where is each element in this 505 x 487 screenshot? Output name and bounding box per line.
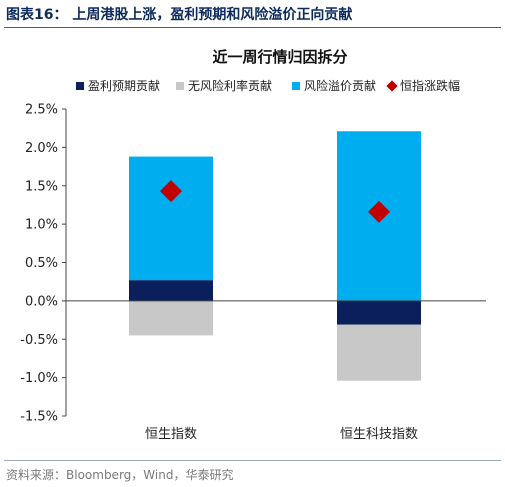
y-tick-label: 0.0% (25, 294, 58, 309)
category-label: 恒生科技指数 (340, 427, 418, 442)
legend-swatch-2 (292, 82, 300, 90)
markers (160, 180, 390, 223)
y-tick-label: 1.0% (25, 218, 58, 233)
chart-title: 近一周行情归因拆分 (212, 48, 347, 66)
y-axis: -1.5% -1.0% -0.5% 0.0% 0.5% 1.0% 1.5% 2.0% 2.5% (20, 103, 67, 425)
legend-label-3: 恒指涨跌幅 (400, 78, 460, 93)
title-divider (4, 27, 501, 28)
y-tick-label: 2.5% (25, 103, 58, 118)
legend-swatch-3 (386, 80, 398, 92)
y-tick-label: 2.0% (25, 141, 58, 156)
y-tick-label: -0.5% (20, 333, 58, 348)
bar-segment (129, 300, 213, 336)
category-label: 恒生指数 (145, 427, 197, 442)
figure-title: 图表16： 上周港股上涨，盈利预期和风险溢价正向贡献 (6, 7, 353, 23)
bar-segment (337, 324, 421, 381)
y-tick-label: 0.5% (25, 256, 58, 271)
diamond-marker (368, 200, 390, 223)
bar-segment (129, 156, 213, 281)
legend-label-1: 无风险利率贡献 (188, 78, 272, 93)
x-axis: 恒生指数 恒生科技指数 (66, 300, 486, 442)
legend: 盈利预期贡献 无风险利率贡献 风险溢价贡献 恒指涨跌幅 (76, 78, 460, 93)
y-tick-label: -1.0% (20, 371, 58, 386)
bar-segment (129, 280, 213, 301)
legend-label-0: 盈利预期贡献 (88, 78, 160, 93)
diamond-marker (160, 180, 182, 203)
legend-label-2: 风险溢价贡献 (304, 78, 376, 93)
footer-divider (4, 460, 501, 461)
legend-swatch-0 (76, 82, 84, 90)
y-tick-label: -1.5% (20, 410, 58, 425)
bars (129, 131, 421, 381)
source-note: 资料来源：Bloomberg，Wind，华泰研究 (6, 468, 234, 482)
bar-segment (337, 300, 421, 325)
chart: 近一周行情归因拆分 盈利预期贡献 无风险利率贡献 风险溢价贡献 恒指涨跌幅 -1.5%… (20, 48, 486, 442)
y-tick-label: 1.5% (25, 179, 58, 194)
legend-swatch-1 (176, 82, 184, 90)
